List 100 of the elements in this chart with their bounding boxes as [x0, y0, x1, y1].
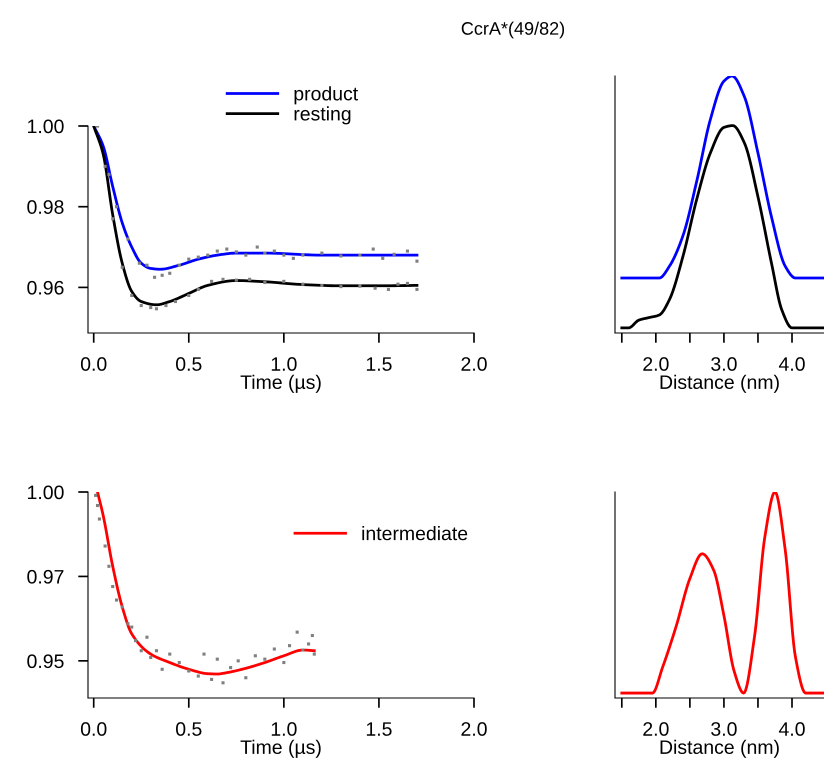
x-tick-label: 4.0: [778, 722, 805, 736]
point: [94, 494, 98, 497]
x-tick-label: 2.0: [461, 357, 487, 371]
x-tick-label: 0.0: [80, 357, 106, 371]
x-tick-label: 1.5: [366, 722, 392, 736]
point: [381, 256, 384, 260]
point: [120, 266, 124, 269]
point: [292, 256, 295, 260]
text: CcrA*(49/82): [462, 22, 564, 38]
point: [307, 642, 310, 646]
point: [244, 676, 248, 680]
point: [187, 294, 190, 298]
point: [104, 164, 107, 168]
point: [96, 504, 100, 508]
point: [358, 284, 362, 288]
y-tick-label: 0.98: [27, 200, 64, 214]
x-axis-title: Distance (nm): [660, 740, 779, 758]
point: [216, 250, 219, 253]
point: [107, 172, 110, 176]
point: [229, 666, 232, 670]
point: [386, 288, 390, 291]
x-axis-title: Time (µs): [240, 374, 321, 393]
point: [130, 294, 134, 298]
legend-label: intermediate: [362, 526, 468, 540]
point: [174, 300, 178, 304]
point: [196, 256, 200, 259]
point: [111, 585, 114, 588]
point: [415, 288, 419, 291]
point: [111, 217, 114, 220]
x-tick-label: 4.0: [778, 357, 805, 371]
x-axis-title: Distance (nm): [660, 374, 779, 393]
point: [196, 674, 200, 678]
point: [134, 639, 138, 642]
point: [153, 276, 156, 279]
point: [107, 564, 110, 568]
point: [140, 304, 143, 308]
x-tick-label: 1.5: [366, 357, 392, 371]
point: [396, 282, 400, 286]
x-axis-title: Time (µs): [240, 740, 321, 758]
point: [168, 272, 172, 275]
x-tick-label: 3.0: [711, 722, 737, 736]
legend-label: product: [294, 86, 358, 104]
point: [248, 278, 252, 281]
x-tick-label: 0.5: [176, 722, 202, 736]
point: [310, 634, 314, 638]
point: [254, 654, 257, 658]
point: [392, 252, 396, 256]
point: [374, 286, 377, 290]
point: [149, 656, 152, 660]
x-tick-label: 2.0: [643, 722, 669, 736]
point: [339, 285, 342, 288]
y-tick-label: 0.96: [27, 280, 64, 295]
point: [160, 668, 164, 671]
y-tick-label: 1.00: [28, 485, 64, 500]
point: [312, 652, 316, 656]
point: [282, 280, 286, 283]
y-tick-label: 0.95: [27, 654, 64, 668]
x-tick-label: 0.0: [80, 722, 106, 736]
point: [406, 282, 409, 285]
point: [225, 248, 228, 251]
x-tick-label: 1.0: [272, 357, 297, 371]
point: [149, 306, 152, 310]
point: [98, 517, 101, 521]
x-tick-label: 2.0: [643, 357, 669, 371]
point: [154, 649, 158, 652]
point: [320, 284, 324, 287]
point: [296, 630, 299, 634]
point: [196, 288, 200, 291]
point: [145, 636, 148, 639]
point: [272, 250, 276, 253]
point: [164, 304, 168, 308]
point: [140, 649, 143, 652]
point: [210, 678, 214, 681]
point: [320, 252, 324, 255]
x-tick-label: 3.0: [711, 357, 737, 371]
point: [210, 280, 214, 283]
point: [120, 605, 124, 608]
point: [221, 681, 225, 684]
point: [138, 262, 141, 265]
y-tick-label: 1.00: [28, 119, 64, 134]
point: [256, 246, 259, 249]
point: [202, 652, 206, 656]
point: [206, 254, 210, 257]
point: [160, 274, 164, 277]
point: [288, 644, 292, 648]
point: [178, 660, 181, 664]
point: [234, 278, 238, 282]
legend-label: resting: [294, 106, 350, 124]
point: [168, 652, 172, 656]
point: [234, 250, 238, 254]
point: [244, 254, 248, 257]
point: [282, 660, 286, 664]
y-tick-label: 0.97: [27, 570, 64, 584]
point: [187, 258, 190, 261]
point: [104, 544, 107, 548]
point: [372, 248, 375, 251]
point: [263, 281, 266, 284]
point: [154, 307, 158, 310]
point: [415, 260, 419, 263]
point: [358, 254, 362, 257]
